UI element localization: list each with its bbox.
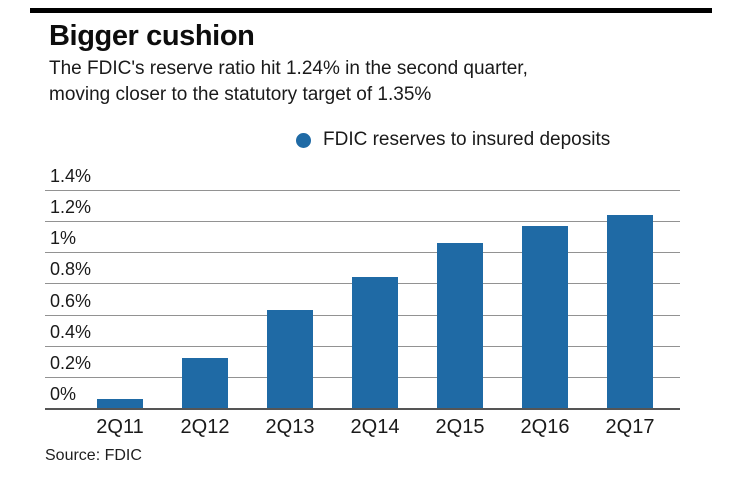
gridline-1.4% — [45, 190, 680, 191]
chart-title: Bigger cushion — [49, 20, 255, 52]
x-tick-label: 2Q11 — [96, 416, 144, 438]
top-rule — [30, 8, 712, 13]
bar-2Q15 — [437, 243, 483, 408]
legend: FDIC reserves to insured deposits — [296, 129, 610, 151]
x-tick-label: 2Q14 — [350, 416, 400, 438]
bar-2Q14 — [352, 277, 398, 408]
y-tick-label: 0.2% — [50, 353, 92, 373]
x-tick-label: 2Q17 — [605, 416, 655, 438]
gridline-1% — [45, 252, 680, 253]
x-tick-label: 2Q13 — [265, 416, 315, 438]
gridline-1.2% — [45, 221, 680, 222]
source-note: Source: FDIC — [45, 447, 142, 464]
x-axis-line — [45, 408, 680, 410]
chart-subtitle: The FDIC's reserve ratio hit 1.24% in th… — [49, 56, 528, 108]
legend-marker-icon — [296, 132, 311, 148]
subtitle-line-2: moving closer to the statutory target of… — [49, 84, 432, 105]
y-tick-label: 0.4% — [50, 322, 92, 342]
y-tick-label: 0% — [50, 384, 77, 404]
legend-label: FDIC reserves to insured deposits — [323, 129, 611, 150]
bar-2Q12 — [182, 358, 228, 408]
bar-2Q11 — [97, 399, 143, 408]
x-tick-label: 2Q15 — [435, 416, 485, 438]
y-tick-label: 0.8% — [50, 259, 92, 279]
y-tick-label: 1% — [50, 228, 77, 248]
y-tick-label: 1.4% — [50, 166, 92, 186]
bar-2Q16 — [522, 226, 568, 408]
x-tick-label: 2Q12 — [180, 416, 230, 438]
y-tick-label: 1.2% — [50, 197, 92, 217]
x-tick-label: 2Q16 — [520, 416, 570, 438]
bar-2Q13 — [267, 310, 313, 408]
y-tick-label: 0.6% — [50, 291, 92, 311]
bar-2Q17 — [607, 215, 653, 408]
subtitle-line-1: The FDIC's reserve ratio hit 1.24% in th… — [49, 58, 528, 79]
